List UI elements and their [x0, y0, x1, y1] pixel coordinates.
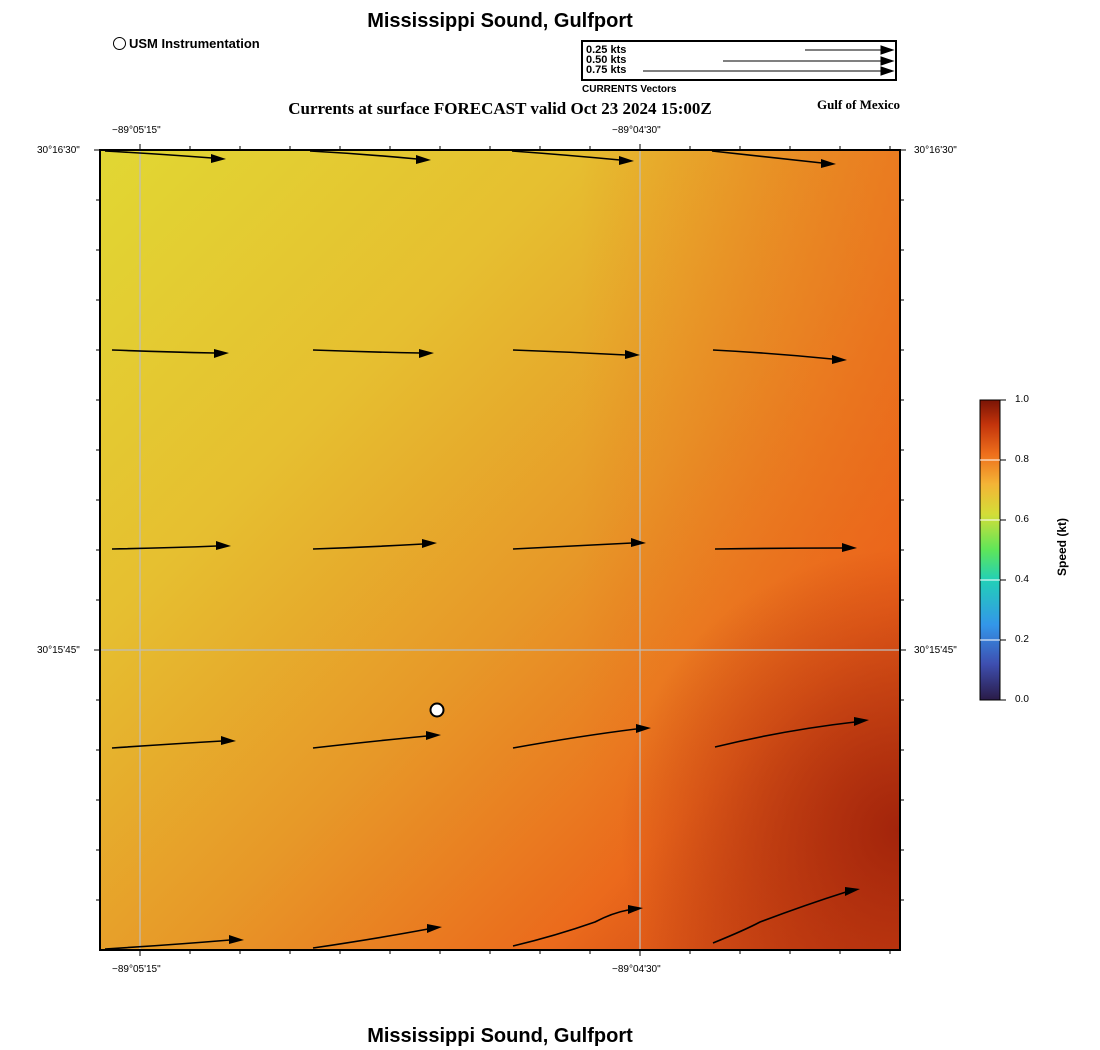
current-vectors: [104, 150, 856, 950]
current-vector: [714, 721, 856, 748]
current-vector: [111, 545, 218, 550]
colorbar-tick-label: 1.0: [1015, 394, 1029, 405]
current-vector: [312, 543, 424, 550]
current-vector: [111, 349, 216, 354]
station-legend: USM Instrumentation: [113, 36, 260, 51]
colorbar-tick-label: 0.2: [1015, 634, 1029, 645]
current-vector: [512, 728, 637, 749]
current-vector: [512, 542, 633, 550]
current-vector: [111, 740, 223, 749]
current-vector: [712, 891, 847, 944]
bottom-lon-label-1: −89°05'15": [112, 964, 161, 975]
colorbar-title: Speed (kt): [1055, 518, 1069, 577]
region-label: Gulf of Mexico: [816, 97, 900, 112]
current-vector: [104, 150, 213, 159]
map-subtitle: Currents at surface FORECAST valid Oct 2…: [288, 99, 712, 118]
legend-label-050: 0.50 kts: [586, 54, 627, 66]
legend-label-075: 0.75 kts: [586, 64, 627, 76]
graticule: [100, 150, 900, 950]
current-vector: [512, 909, 629, 947]
current-vector: [712, 349, 833, 360]
current-vector: [312, 735, 428, 749]
vector-legend-caption: CURRENTS Vectors: [582, 84, 677, 95]
legend-label-025: 0.25 kts: [586, 44, 627, 56]
speed-field: [100, 150, 900, 950]
current-vector: [714, 547, 843, 550]
current-vector: [711, 150, 823, 164]
colorbar-tick-label: 0.0: [1015, 694, 1029, 705]
circle-icon: [113, 37, 126, 50]
legend-arrows: [643, 45, 895, 76]
usm-station-marker[interactable]: [429, 702, 445, 718]
map-title: Mississippi Sound, Gulfport: [367, 10, 633, 32]
current-vector: [512, 349, 627, 356]
top-lon-label-2: −89°04'30": [612, 125, 661, 136]
right-lat-label-2: 30°15'45": [914, 645, 957, 656]
left-lat-label-1: 30°16'30": [37, 145, 80, 156]
colorbar-tick-label: 0.4: [1015, 574, 1029, 585]
colorbar-tick-label: 0.8: [1015, 454, 1029, 465]
footer-title: Mississippi Sound, Gulfport: [367, 1025, 633, 1047]
vector-heads: [211, 154, 869, 944]
current-vector: [511, 150, 621, 161]
current-vector: [309, 150, 418, 160]
tick-marks: [94, 144, 906, 956]
right-lat-label-1: 30°16'30": [914, 145, 957, 156]
current-vector: [104, 939, 231, 950]
colorbar-tick-label: 0.6: [1015, 514, 1029, 525]
speed-colorbar: [979, 399, 1006, 701]
current-vector: [312, 349, 421, 354]
current-vector: [312, 928, 429, 949]
station-legend-label: USM Instrumentation: [129, 36, 260, 51]
top-lon-label-1: −89°05'15": [112, 125, 161, 136]
vector-legend: 0.25 kts 0.50 kts 0.75 kts: [581, 40, 897, 81]
bottom-lon-label-2: −89°04'30": [612, 964, 661, 975]
left-lat-label-2: 30°15'45": [37, 645, 80, 656]
